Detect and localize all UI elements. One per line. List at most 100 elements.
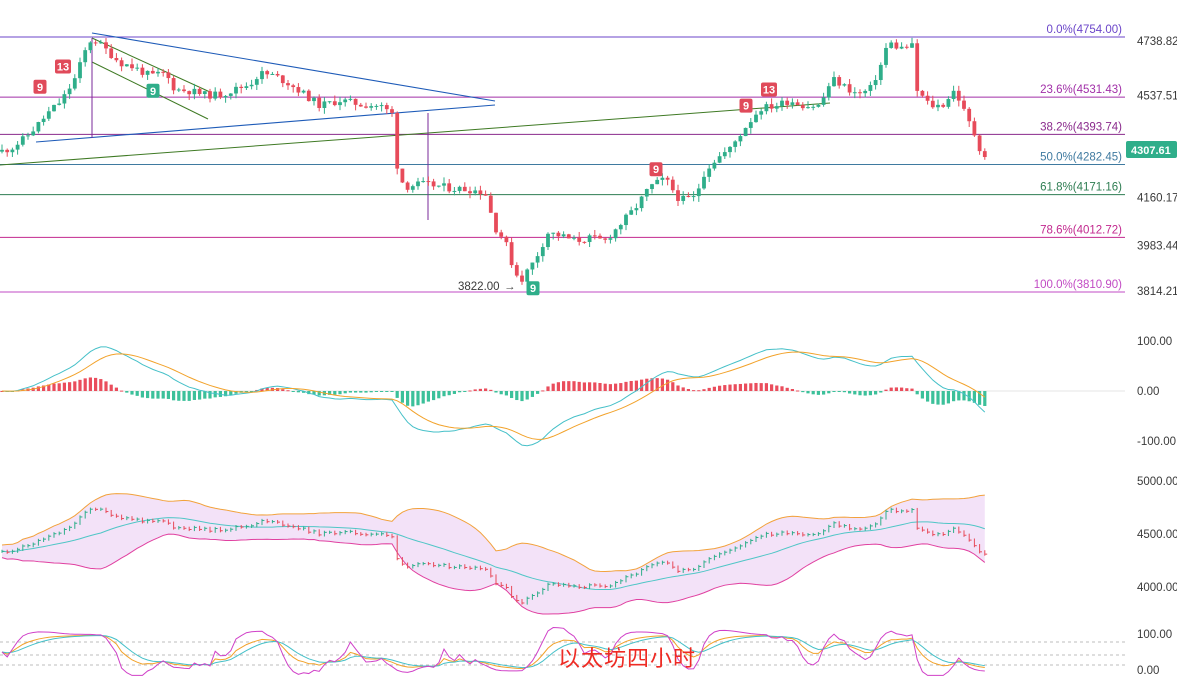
candle-body [374, 105, 379, 107]
candle-body [62, 94, 67, 104]
macd-bar [463, 391, 467, 392]
kdj-j-line [1, 627, 985, 676]
macd-bar [905, 388, 909, 391]
candle-body [130, 64, 134, 69]
candle-body [681, 196, 686, 201]
candle-body [941, 104, 946, 107]
macd-bar [385, 391, 389, 392]
candle-body [197, 88, 202, 95]
candle-body [800, 105, 805, 109]
macd-bar [926, 391, 930, 402]
macd-bar [603, 383, 607, 391]
macd-bar [265, 387, 269, 391]
macd-bar [744, 383, 748, 391]
kdj-d-line [1, 634, 985, 669]
candle-body [624, 214, 628, 226]
candle-body [561, 234, 566, 237]
candle-body [338, 102, 342, 106]
td-badge-label: 9 [150, 86, 156, 98]
macd-bar [889, 387, 893, 391]
macd-bar [374, 391, 378, 392]
candle-body [436, 185, 441, 187]
candle-body [884, 47, 888, 65]
macd-bar [140, 391, 144, 398]
macd-bar [114, 387, 118, 391]
bollinger-panel[interactable]: 5000.00 4500.00 4000.00 [1, 476, 1177, 615]
kdj-panel[interactable]: 100.00 0.00 [0, 627, 1172, 676]
candle-body [187, 91, 192, 95]
macd-bar [858, 391, 862, 396]
macd-bar [47, 384, 51, 391]
candle-body [182, 89, 186, 92]
macd-bar [489, 389, 493, 391]
candle-body [88, 42, 93, 51]
macd-bar [135, 391, 139, 396]
macd-bar [541, 390, 545, 392]
candle-body [764, 104, 769, 112]
macd-bar [978, 391, 982, 405]
macd-bar [421, 391, 425, 404]
macd-bar [634, 380, 638, 391]
macd-bar [94, 377, 98, 391]
macd-bar [593, 382, 597, 391]
macd-bar [770, 384, 774, 391]
candle-body [977, 135, 982, 152]
macd-axis-tick: -100.00 [1137, 436, 1176, 448]
macd-bar [416, 391, 420, 406]
candle-body [312, 97, 316, 102]
macd-axis-tick: 100.00 [1137, 336, 1172, 348]
macd-bar [62, 382, 66, 391]
td-badge-label: 9 [653, 164, 659, 176]
macd-bar [666, 379, 670, 391]
macd-bar [712, 386, 716, 391]
candle-body [790, 102, 795, 105]
candle-body [780, 100, 784, 107]
macd-bar [52, 383, 56, 391]
price-panel[interactable]: 0.0%(4754.00) 23.6%(4531.43) 38.2%(4393.74… [0, 24, 1177, 298]
macd-bar [99, 379, 103, 391]
td-badge-label: 9 [530, 283, 536, 295]
candle-body [639, 196, 644, 209]
candle-body [962, 100, 966, 109]
candle-body [774, 106, 779, 109]
candle-body [244, 86, 249, 89]
candle-body [78, 62, 82, 79]
macd-bar [224, 391, 228, 397]
macd-bar [499, 391, 503, 395]
macd-bar [286, 390, 290, 392]
candle-body [171, 78, 176, 91]
macd-bar [187, 391, 191, 401]
candle-body [176, 89, 181, 91]
candle-body [832, 77, 836, 87]
macd-bar [234, 391, 238, 394]
long-support-trendline [0, 102, 831, 166]
macd-bar [156, 391, 160, 399]
candle-body [488, 195, 493, 213]
candle-body [951, 90, 956, 100]
macd-panel[interactable]: 100.00 0.00 -100.00 [0, 336, 1176, 448]
macd-bar [130, 391, 134, 395]
candle-body [218, 91, 223, 98]
trendlines [0, 32, 831, 220]
macd-bar [952, 391, 956, 402]
candle-body [826, 86, 831, 98]
macd-bar [629, 380, 633, 391]
candle-body [899, 46, 904, 49]
candle-body [868, 85, 873, 91]
candle-body [478, 190, 483, 195]
candle-body [670, 179, 675, 191]
candle-body [930, 100, 935, 108]
price-axis-tick: 4160.17 [1137, 193, 1177, 205]
fib-level-label: 78.6%(4012.72) [1040, 224, 1122, 236]
macd-bar [983, 391, 987, 406]
candle-body [343, 99, 348, 103]
macd-bar [686, 389, 690, 391]
candle-body [712, 162, 717, 169]
candle-body [26, 135, 30, 137]
candle-body [717, 156, 722, 163]
candle-body [260, 71, 264, 80]
candle-body [915, 43, 920, 91]
candle-body [447, 183, 452, 192]
triangle-upper-trendline [91, 32, 496, 102]
